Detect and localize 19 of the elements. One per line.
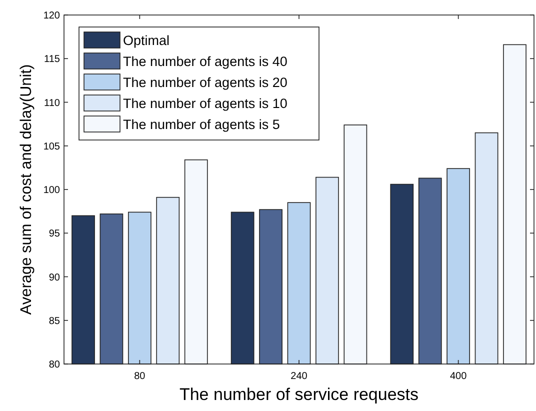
y-tick-label: 120 bbox=[43, 10, 60, 22]
y-tick-label: 95 bbox=[48, 228, 60, 240]
y-tick-label: 85 bbox=[48, 316, 60, 327]
y-tick-label: 110 bbox=[44, 98, 60, 109]
x-tick-label: 80 bbox=[134, 371, 146, 382]
x-tick-label: 240 bbox=[290, 371, 308, 382]
x-tick-label: 400 bbox=[450, 371, 468, 382]
y-axis-title: Average sum of cost and delay(Unit) bbox=[18, 64, 35, 315]
legend-label: The number of agents is 20 bbox=[123, 75, 288, 90]
legend-label: The number of agents is 40 bbox=[123, 54, 288, 69]
y-tick-label: 80 bbox=[48, 360, 60, 370]
y-tick-label: 100 bbox=[43, 185, 60, 196]
y-tick-label: 105 bbox=[43, 141, 60, 152]
legend-label: The number of agents is 5 bbox=[123, 117, 280, 132]
legend-label: Optimal bbox=[123, 33, 170, 48]
x-axis-title: The number of service requests bbox=[179, 385, 419, 404]
legend-label: The number of agents is 10 bbox=[123, 96, 288, 111]
y-tick-label: 90 bbox=[48, 272, 60, 284]
y-tick-label: 115 bbox=[44, 54, 60, 66]
